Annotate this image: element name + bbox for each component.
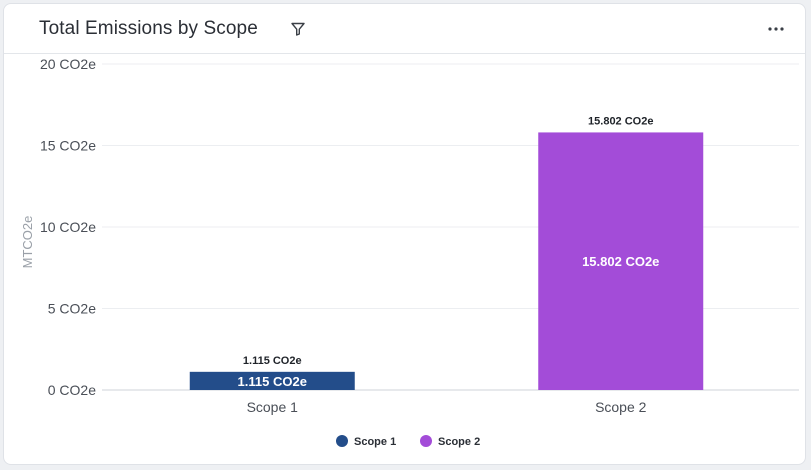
legend-marker <box>420 435 432 447</box>
y-tick-label: 20 CO2e <box>40 56 96 72</box>
legend-label: Scope 1 <box>354 436 396 448</box>
legend-label: Scope 2 <box>438 436 480 448</box>
chart-card: Total Emissions by Scope 0 CO2e 5 CO2e 10 … <box>3 3 806 465</box>
card-header: Total Emissions by Scope <box>4 4 805 54</box>
chart-title: Total Emissions by Scope <box>39 18 258 39</box>
y-axis-label: MTCO2e <box>20 216 35 269</box>
x-tick-label: Scope 2 <box>595 399 647 415</box>
bar-value-label: 1.115 CO2e <box>243 355 302 367</box>
x-tick-label: Scope 1 <box>247 399 299 415</box>
filter-icon[interactable] <box>290 21 306 37</box>
y-tick-label: 0 CO2e <box>48 382 96 398</box>
bar-value-label: 15.802 CO2e <box>588 115 653 127</box>
bar-inner-label: 15.802 CO2e <box>582 254 659 269</box>
y-tick-label: 10 CO2e <box>40 219 96 235</box>
bar-scope-1 <box>189 371 355 390</box>
y-tick-label: 15 CO2e <box>40 138 96 154</box>
bar-scope-2 <box>538 132 704 390</box>
more-options-icon[interactable] <box>767 20 785 38</box>
bar-chart: 0 CO2e 5 CO2e 10 CO2e 15 CO2e 20 CO2e MTCO2e 1… <box>20 56 799 448</box>
y-tick-label: 5 CO2e <box>48 301 96 317</box>
legend-marker <box>336 435 348 447</box>
bar-inner-label: 1.115 CO2e <box>238 374 307 389</box>
